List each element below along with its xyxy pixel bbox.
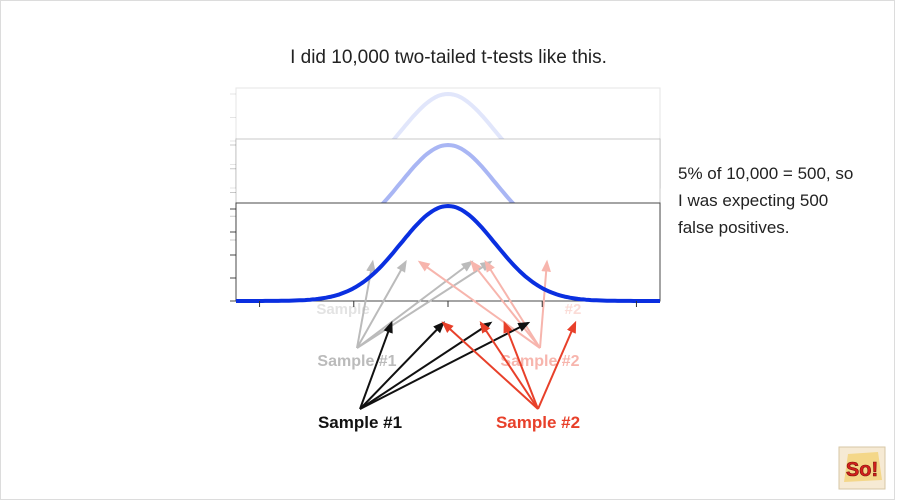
sample-arrow-front xyxy=(479,320,539,410)
sample-label-middle: Sample #1 xyxy=(317,353,396,370)
sample-label-front: Sample #2 xyxy=(496,413,580,432)
sample-arrow-middle xyxy=(470,260,541,349)
sample-arrow-front xyxy=(359,320,393,410)
sample-label-front: Sample #1 xyxy=(318,413,402,432)
sample-arrow-front xyxy=(537,320,577,410)
sample-arrow-front xyxy=(359,321,493,410)
sample-arrow-middle xyxy=(356,259,407,349)
side-note-line-1: 5% of 10,000 = 500, so xyxy=(678,164,854,183)
sample-arrow-front xyxy=(359,321,445,410)
sample-arrow-middle xyxy=(539,259,551,349)
sample-label-back: #2 xyxy=(565,301,582,318)
sample-label-back: Sample xyxy=(316,301,369,318)
slide-title: I did 10,000 two-tailed t-tests like thi… xyxy=(290,47,607,68)
sample-arrow-middle xyxy=(356,260,493,349)
sample-label-middle: Sample #2 xyxy=(500,353,579,370)
side-note: 5% of 10,000 = 500, so I was expecting 5… xyxy=(678,160,888,241)
front-layer-frame xyxy=(235,202,661,302)
sample-arrow-middle xyxy=(356,260,474,349)
side-note-line-3: false positives. xyxy=(678,218,790,237)
sample-arrow-middle xyxy=(417,260,541,349)
sample-arrow-front xyxy=(503,320,539,410)
statquest-logo: So! xyxy=(838,446,886,490)
side-note-line-2: I was expecting 500 xyxy=(678,191,829,210)
sample-arrow-middle xyxy=(484,259,541,349)
curve-test-1 xyxy=(236,204,660,303)
logo-text: So! xyxy=(846,459,878,481)
sample-arrow-front xyxy=(441,321,539,410)
sample-arrow-front xyxy=(359,321,531,410)
